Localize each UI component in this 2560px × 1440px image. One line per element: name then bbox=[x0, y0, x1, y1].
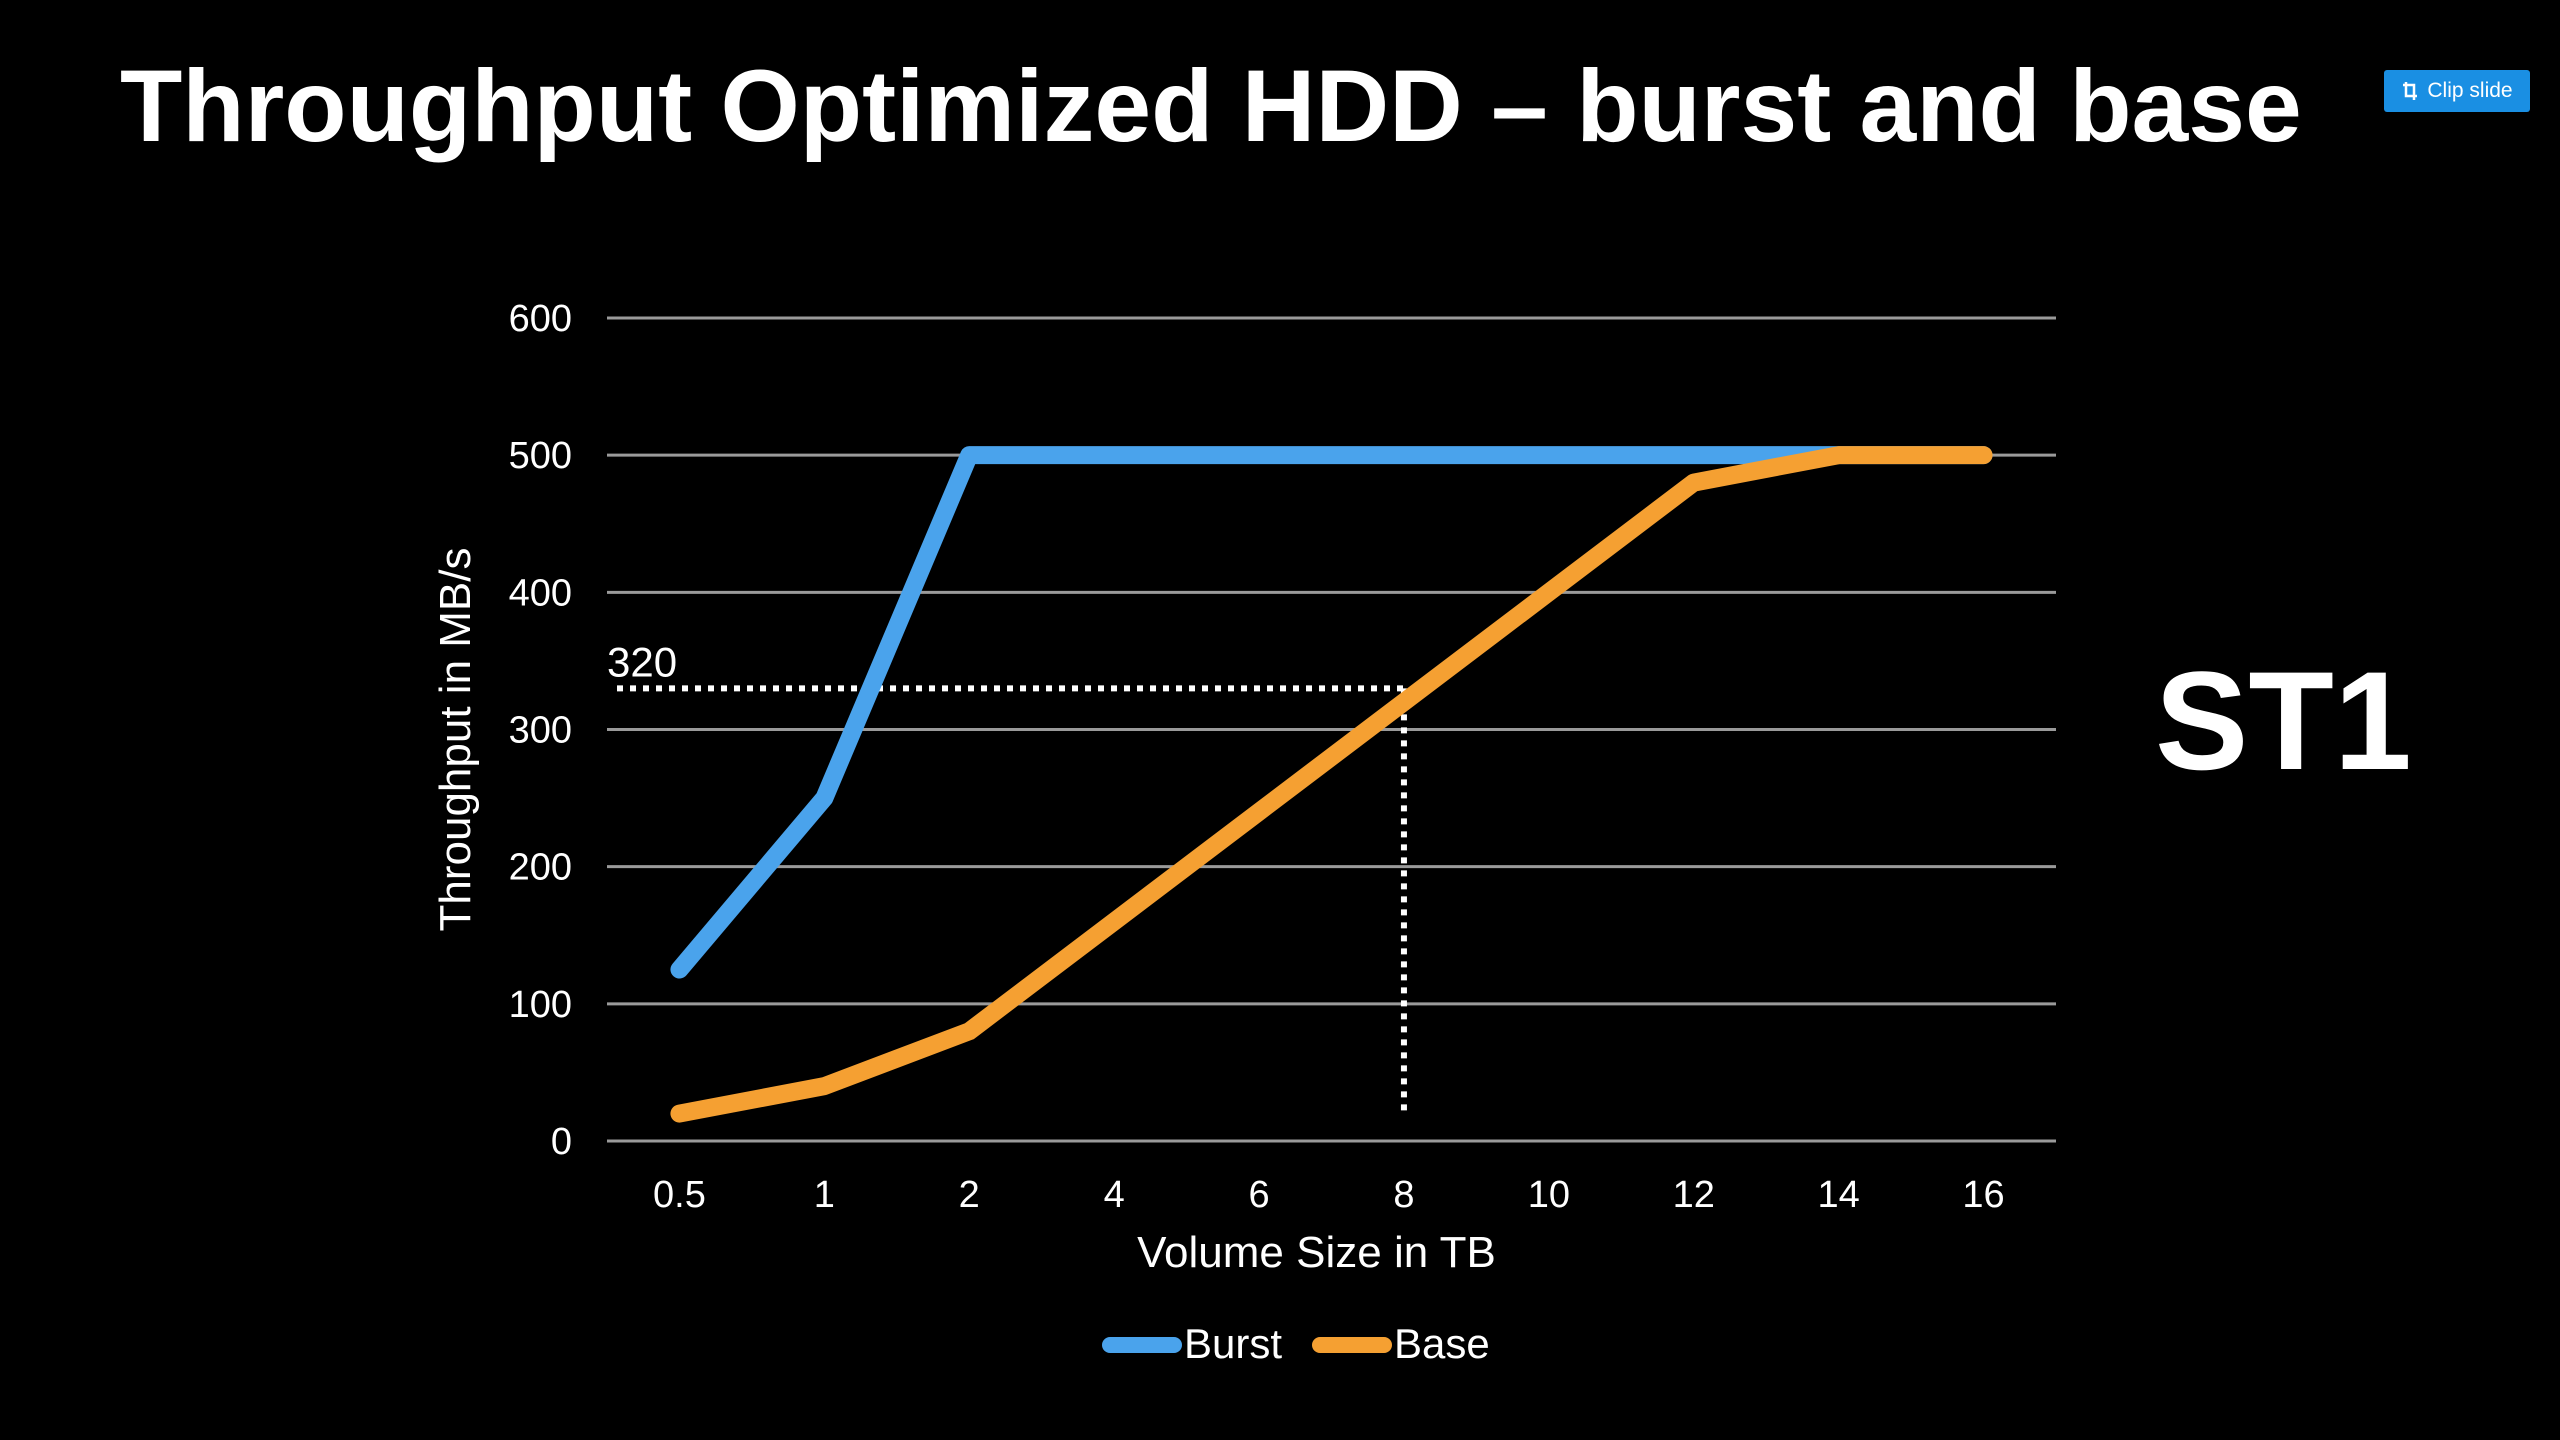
x-tick-label: 10 bbox=[1528, 1174, 1570, 1216]
x-tick-label: 0.5 bbox=[653, 1174, 706, 1216]
y-tick-label: 400 bbox=[509, 572, 572, 614]
x-tick-label: 1 bbox=[814, 1174, 835, 1216]
y-tick-label: 200 bbox=[509, 847, 572, 889]
x-tick-label: 16 bbox=[1962, 1174, 2004, 1216]
y-tick-label: 100 bbox=[509, 984, 572, 1026]
legend-label-burst: Burst bbox=[1184, 1320, 1282, 1367]
slide-title: Throughput Optimized HDD – burst and bas… bbox=[120, 49, 2302, 163]
y-tick-label: 600 bbox=[509, 298, 572, 340]
x-tick-label: 14 bbox=[1818, 1174, 1860, 1216]
clip-slide-button[interactable]: Clip slide bbox=[2384, 70, 2530, 112]
x-tick-label: 2 bbox=[959, 1174, 980, 1216]
volume-type-label: ST1 bbox=[2155, 642, 2412, 799]
clip-slide-label: Clip slide bbox=[2427, 79, 2513, 102]
clip-icon bbox=[2401, 80, 2419, 102]
y-tick-label: 300 bbox=[509, 710, 572, 752]
legend-label-base: Base bbox=[1394, 1320, 1490, 1367]
x-axis-label: Volume Size in TB bbox=[1137, 1228, 1496, 1277]
series-line-burst bbox=[670, 446, 1993, 979]
y-axis-label: Throughput in MB/s bbox=[431, 548, 480, 932]
annotation-label: 320 bbox=[607, 638, 677, 685]
x-tick-label: 6 bbox=[1248, 1174, 1269, 1216]
x-tick-label: 4 bbox=[1104, 1174, 1125, 1216]
x-tick-label: 12 bbox=[1673, 1174, 1715, 1216]
y-tick-label: 0 bbox=[551, 1121, 572, 1163]
series-line-base bbox=[670, 446, 1993, 1123]
x-tick-label: 8 bbox=[1393, 1174, 1414, 1216]
y-tick-label: 500 bbox=[509, 435, 572, 477]
